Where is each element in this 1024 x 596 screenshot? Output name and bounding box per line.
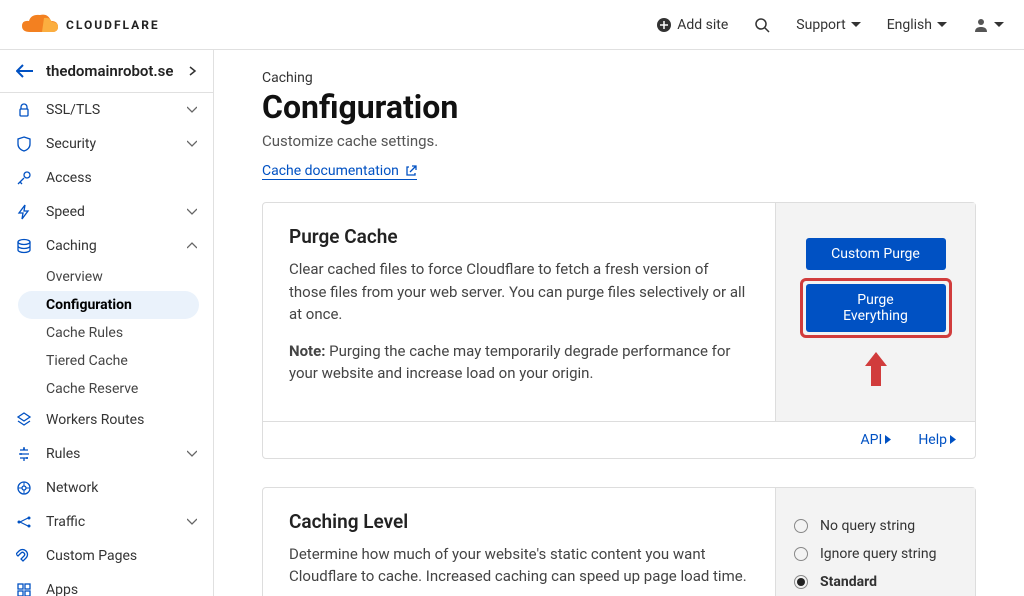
api-link[interactable]: API [861, 432, 893, 448]
sidebar-item-apps[interactable]: Apps [0, 573, 213, 596]
nav-icon [16, 170, 32, 186]
nav-icon [16, 548, 32, 564]
nav-icon [16, 204, 32, 220]
caching-level-options: No query string Ignore query string Standa… [775, 488, 975, 596]
sidebar: thedomainrobot.se SSL/TLSSecurityAccessS… [0, 50, 214, 596]
nav-icon [16, 582, 32, 596]
nav-icon [16, 136, 32, 152]
sidebar-item-ssl-tls[interactable]: SSL/TLS [0, 93, 213, 127]
nav-list: SSL/TLSSecurityAccessSpeedCachingOvervie… [0, 93, 213, 596]
top-header: CLOUDFLARE Add site Support English [0, 0, 1024, 50]
search-button[interactable] [754, 17, 770, 33]
sidebar-item-security[interactable]: Security [0, 127, 213, 161]
caching-level-title: Caching Level [289, 510, 749, 533]
main-content: Caching Configuration Customize cache se… [214, 50, 1024, 596]
purge-title: Purge Cache [289, 225, 749, 248]
purge-desc: Clear cached files to force Cloudflare t… [289, 258, 749, 326]
nav-icon [16, 412, 32, 428]
sidebar-subitem-cache-rules[interactable]: Cache Rules [46, 319, 213, 347]
radio-icon [794, 575, 808, 589]
user-icon [973, 17, 989, 33]
nav-icon [16, 514, 32, 530]
sidebar-item-network[interactable]: Network [0, 471, 213, 505]
site-name: thedomainrobot.se [46, 62, 189, 80]
radio-ignore-query-string[interactable]: Ignore query string [794, 546, 957, 562]
support-menu[interactable]: Support [796, 17, 860, 33]
language-menu[interactable]: English [887, 17, 947, 33]
search-icon [754, 17, 770, 33]
caching-level-card: Caching Level Determine how much of your… [262, 487, 976, 596]
account-menu[interactable] [973, 17, 1004, 33]
help-link[interactable]: Help [918, 432, 957, 448]
chevron-down-icon [994, 22, 1004, 28]
site-selector[interactable]: thedomainrobot.se [0, 50, 213, 93]
sidebar-item-speed[interactable]: Speed [0, 195, 213, 229]
purge-actions: Custom Purge Purge Everything [775, 203, 975, 421]
page-title: Configuration [262, 88, 976, 126]
caching-level-desc: Determine how much of your website's sta… [289, 543, 749, 588]
nav-icon [16, 238, 32, 254]
purge-everything-highlight: Purge Everything [800, 278, 952, 338]
sidebar-item-custom-pages[interactable]: Custom Pages [0, 539, 213, 573]
radio-icon [794, 519, 808, 533]
purge-everything-button[interactable]: Purge Everything [806, 284, 946, 332]
header-actions: Add site Support English [656, 17, 1004, 33]
back-arrow-icon[interactable] [16, 64, 34, 78]
nav-icon [16, 480, 32, 496]
chevron-down-icon [851, 22, 861, 28]
sidebar-item-rules[interactable]: Rules [0, 437, 213, 471]
sidebar-item-caching[interactable]: Caching [0, 229, 213, 263]
sidebar-subitem-tiered-cache[interactable]: Tiered Cache [46, 347, 213, 375]
breadcrumb: Caching [262, 70, 976, 86]
brand-text: CLOUDFLARE [66, 18, 160, 32]
nav-icon [16, 446, 32, 462]
sidebar-subitem-configuration[interactable]: Configuration [18, 291, 199, 319]
radio-no-query-string[interactable]: No query string [794, 518, 957, 534]
red-arrow-icon [863, 352, 889, 386]
sidebar-subitem-overview[interactable]: Overview [46, 263, 213, 291]
page-subtitle: Customize cache settings. [262, 132, 976, 150]
brand-logo[interactable]: CLOUDFLARE [20, 12, 160, 38]
content-wrapper: thedomainrobot.se SSL/TLSSecurityAccessS… [0, 50, 1024, 596]
purge-note: Note: Purging the cache may temporarily … [289, 340, 749, 385]
sidebar-item-access[interactable]: Access [0, 161, 213, 195]
cache-doc-link[interactable]: Cache documentation [262, 163, 417, 180]
purge-cache-card: Purge Cache Clear cached files to force … [262, 202, 976, 459]
radio-icon [794, 547, 808, 561]
sidebar-item-traffic[interactable]: Traffic [0, 505, 213, 539]
add-site-button[interactable]: Add site [656, 17, 728, 33]
chevron-down-icon [937, 22, 947, 28]
cloud-icon [20, 12, 60, 38]
plus-circle-icon [656, 17, 672, 33]
radio-standard[interactable]: Standard [794, 574, 957, 590]
nav-icon [16, 102, 32, 118]
purge-footer: API Help [263, 421, 975, 458]
sidebar-item-workers-routes[interactable]: Workers Routes [0, 403, 213, 437]
sidebar-subitem-cache-reserve[interactable]: Cache Reserve [46, 375, 213, 403]
chevron-right-icon [189, 66, 197, 76]
external-link-icon [405, 165, 417, 177]
custom-purge-button[interactable]: Custom Purge [806, 238, 946, 270]
